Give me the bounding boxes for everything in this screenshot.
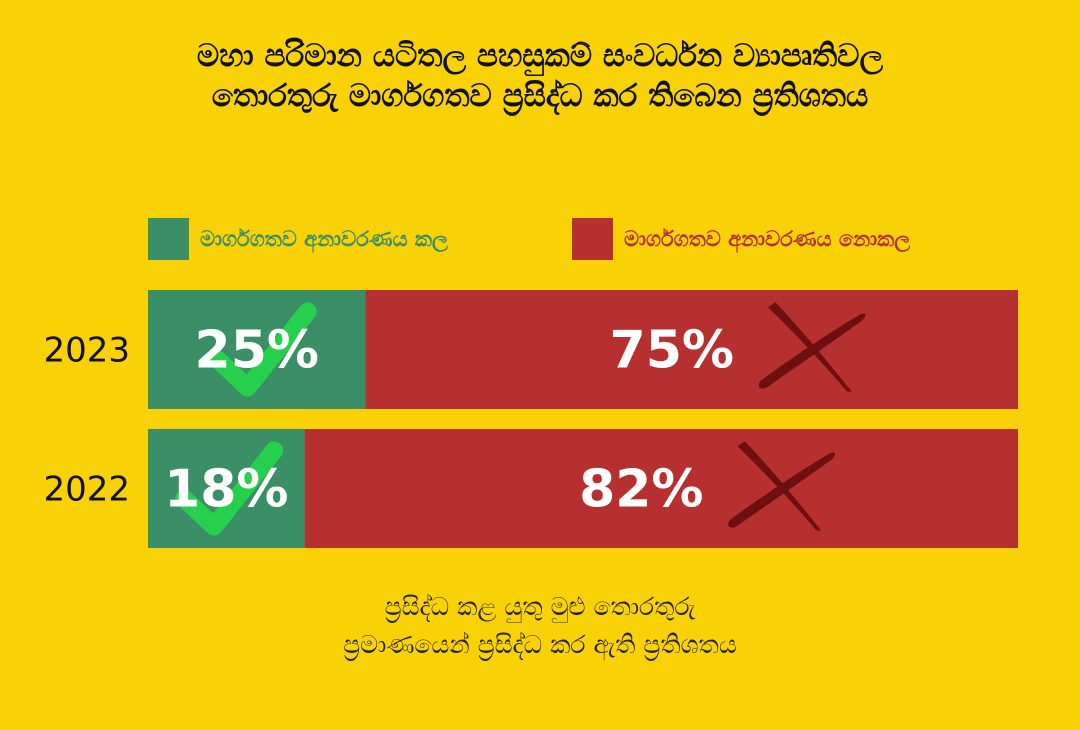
title-line-1: මහා පරිමාන යටිතල පහසුකම් සංවර්ධන ව්‍යාපෘ… (196, 38, 884, 74)
footnote-line-2: ප්‍රමාණයෙන් ප්‍රසිද්ධ කර ඇති ප්‍රතිශතය (343, 630, 737, 659)
cross-icon (728, 441, 836, 531)
bar-2023-not-disclosed (365, 290, 1018, 409)
chart-title: මහා පරිමාන යටිතල පහසුකම් සංවර්ධන ව්‍යාපෘ… (0, 36, 1080, 116)
value-label-2023-disclosed: 25% (195, 321, 319, 381)
chart-footnote: ප්‍රසිද්ධ කළ යුතු මුළු තොරතුරු ප්‍රමාණයෙ… (0, 588, 1080, 664)
legend-label-not-disclosed: මාර්ගගතව අනාවරණය නොකල (624, 227, 911, 251)
check-icon (208, 302, 317, 397)
cross-icon (758, 302, 866, 392)
category-label-2023: 2023 (43, 331, 130, 371)
bar-2022-not-disclosed (304, 429, 1019, 548)
title-line-2: තොරතුරු මාර්ගගතව ප්‍රසිද්ධ කර තිබෙන ප්‍ර… (211, 78, 869, 114)
legend-label-disclosed: මාර්ගගතව අනාවරණය කල (200, 227, 448, 251)
check-icon (175, 441, 284, 536)
footnote-line-1: ප්‍රසිද්ධ කළ යුතු මුළු තොරතුරු (384, 592, 696, 621)
legend-swatch-not-disclosed (572, 218, 613, 260)
value-label-2022-not-disclosed: 82% (579, 460, 703, 520)
category-label-2022: 2022 (43, 470, 130, 510)
value-label-2022-disclosed: 18% (164, 460, 288, 520)
legend-swatch-disclosed (148, 218, 189, 260)
value-label-2023-not-disclosed: 75% (610, 321, 734, 381)
